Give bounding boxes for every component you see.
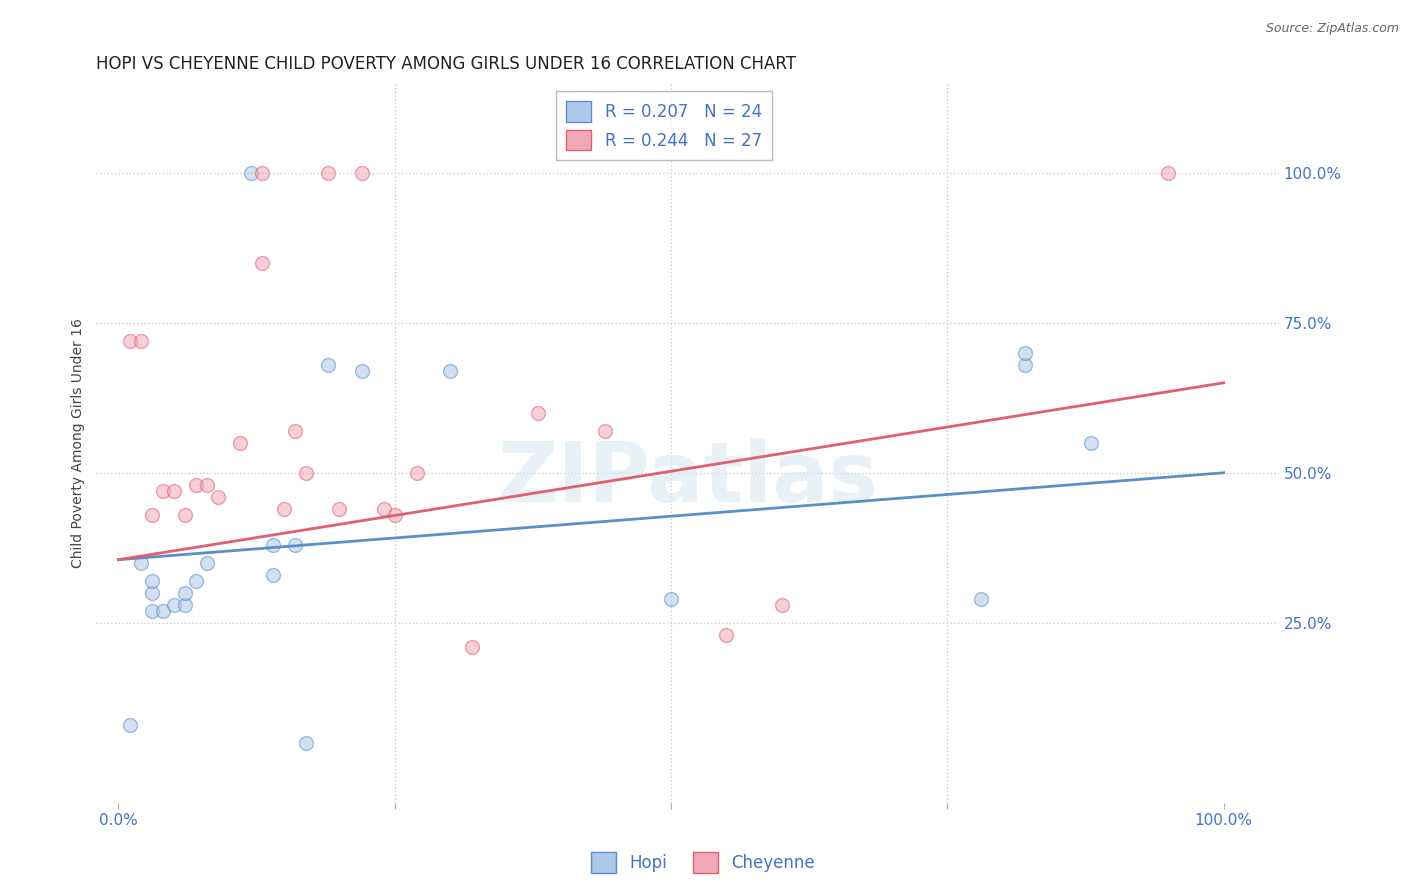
Text: ZIPatlas: ZIPatlas bbox=[498, 438, 879, 519]
Point bbox=[250, 166, 273, 180]
Point bbox=[273, 501, 295, 516]
Text: Source: ZipAtlas.com: Source: ZipAtlas.com bbox=[1265, 22, 1399, 36]
Point bbox=[141, 585, 163, 599]
Point bbox=[328, 501, 350, 516]
Point bbox=[152, 604, 174, 618]
Point bbox=[163, 598, 186, 612]
Point bbox=[716, 627, 738, 641]
Point bbox=[659, 591, 682, 606]
Point bbox=[1014, 358, 1036, 372]
Point bbox=[250, 256, 273, 270]
Y-axis label: Child Poverty Among Girls Under 16: Child Poverty Among Girls Under 16 bbox=[72, 318, 86, 567]
Point bbox=[373, 501, 395, 516]
Point bbox=[207, 490, 229, 504]
Point bbox=[173, 508, 195, 522]
Point bbox=[1014, 346, 1036, 360]
Point bbox=[195, 556, 218, 570]
Point bbox=[284, 424, 307, 438]
Point bbox=[129, 556, 152, 570]
Point bbox=[229, 435, 252, 450]
Point bbox=[969, 591, 991, 606]
Point bbox=[173, 598, 195, 612]
Point bbox=[240, 166, 263, 180]
Point bbox=[141, 508, 163, 522]
Point bbox=[118, 717, 141, 731]
Point bbox=[593, 424, 616, 438]
Point bbox=[262, 567, 284, 582]
Point bbox=[350, 364, 373, 378]
Point bbox=[350, 166, 373, 180]
Point bbox=[295, 466, 318, 480]
Point bbox=[129, 334, 152, 348]
Point bbox=[195, 477, 218, 491]
Point bbox=[163, 483, 186, 498]
Point bbox=[770, 598, 793, 612]
Point bbox=[527, 406, 550, 420]
Point bbox=[141, 604, 163, 618]
Point bbox=[318, 166, 340, 180]
Legend: Hopi, Cheyenne: Hopi, Cheyenne bbox=[585, 846, 821, 880]
Text: HOPI VS CHEYENNE CHILD POVERTY AMONG GIRLS UNDER 16 CORRELATION CHART: HOPI VS CHEYENNE CHILD POVERTY AMONG GIR… bbox=[97, 55, 796, 73]
Point bbox=[262, 538, 284, 552]
Point bbox=[173, 585, 195, 599]
Point bbox=[141, 574, 163, 588]
Point bbox=[152, 483, 174, 498]
Point bbox=[184, 477, 207, 491]
Point bbox=[184, 574, 207, 588]
Point bbox=[1157, 166, 1180, 180]
Point bbox=[1080, 435, 1102, 450]
Point bbox=[439, 364, 461, 378]
Point bbox=[461, 640, 484, 654]
Point bbox=[405, 466, 427, 480]
Legend: R = 0.207   N = 24, R = 0.244   N = 27: R = 0.207 N = 24, R = 0.244 N = 27 bbox=[557, 91, 772, 161]
Point bbox=[118, 334, 141, 348]
Point bbox=[384, 508, 406, 522]
Point bbox=[284, 538, 307, 552]
Point bbox=[295, 735, 318, 749]
Point bbox=[318, 358, 340, 372]
